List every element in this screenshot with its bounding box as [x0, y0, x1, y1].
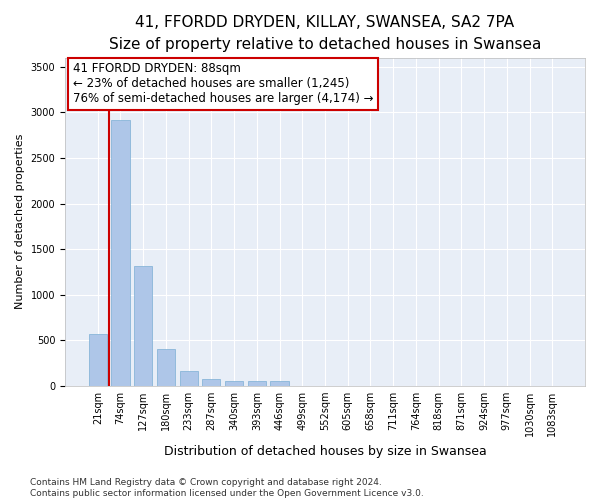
Bar	[179, 371, 198, 386]
X-axis label: Distribution of detached houses by size in Swansea: Distribution of detached houses by size …	[164, 444, 487, 458]
Text: 41 FFORDD DRYDEN: 88sqm
← 23% of detached houses are smaller (1,245)
76% of semi: 41 FFORDD DRYDEN: 88sqm ← 23% of detache…	[73, 62, 373, 106]
Bar	[89, 334, 107, 386]
Bar	[271, 382, 289, 386]
Bar	[248, 382, 266, 386]
Bar	[134, 266, 152, 386]
Bar	[202, 379, 220, 386]
Y-axis label: Number of detached properties: Number of detached properties	[15, 134, 25, 310]
Bar	[225, 381, 243, 386]
Title: 41, FFORDD DRYDEN, KILLAY, SWANSEA, SA2 7PA
Size of property relative to detache: 41, FFORDD DRYDEN, KILLAY, SWANSEA, SA2 …	[109, 15, 541, 52]
Bar	[112, 120, 130, 386]
Text: Contains HM Land Registry data © Crown copyright and database right 2024.
Contai: Contains HM Land Registry data © Crown c…	[30, 478, 424, 498]
Bar	[157, 348, 175, 386]
